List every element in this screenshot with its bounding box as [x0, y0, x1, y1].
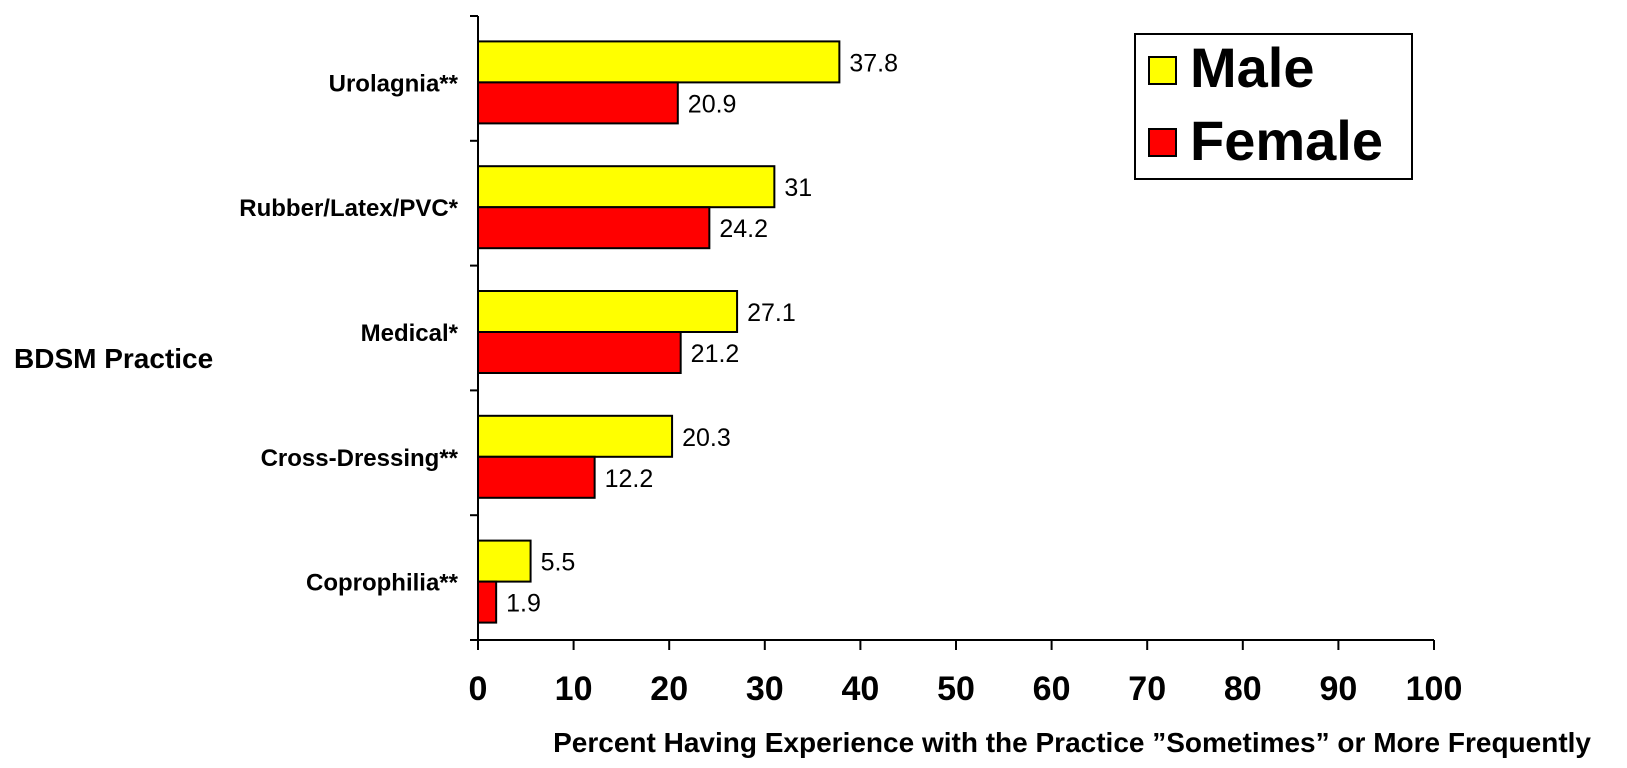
- axes-layer: [470, 15, 1435, 650]
- legend: Male Female: [1134, 33, 1413, 180]
- bars-layer: [477, 40, 841, 624]
- value-label-female: 21.2: [691, 340, 740, 368]
- category-label: Medical*: [361, 320, 459, 347]
- value-label-male: 27.1: [747, 299, 796, 327]
- value-label-male: 20.3: [682, 424, 731, 452]
- value-labels-layer: 37.8 20.9 31 24.2 27.121.2 20.3 12.2 5.51.9: [506, 49, 898, 617]
- bar-male: [477, 414, 674, 458]
- category-label: Rubber/Latex/PVC*: [239, 195, 458, 222]
- y-axis-title: BDSM Practice: [14, 343, 213, 374]
- x-tick-label: 30: [746, 670, 784, 708]
- x-tick-label: 40: [841, 670, 879, 708]
- x-tick-label: 10: [555, 670, 593, 708]
- value-label-male: 5.5: [541, 549, 576, 577]
- x-tick-label: 90: [1319, 670, 1357, 708]
- x-tick-label: 80: [1224, 670, 1262, 708]
- category-label: Coprophilia**: [306, 570, 459, 597]
- legend-swatch-male: [1148, 56, 1177, 85]
- bar-female: [477, 455, 596, 499]
- x-axis-title: Percent Having Experience with the Pract…: [553, 727, 1591, 758]
- legend-swatch-female: [1148, 128, 1177, 157]
- x-tick-label: 70: [1128, 670, 1166, 708]
- value-label-male: 37.8: [849, 49, 898, 77]
- bar-male: [477, 165, 776, 209]
- legend-label-female: Female: [1190, 109, 1383, 172]
- bar-female: [477, 331, 682, 374]
- bar-female: [477, 580, 498, 624]
- legend-box: [1134, 33, 1413, 180]
- bar-female: [477, 81, 679, 125]
- x-tick-label: 60: [1033, 670, 1071, 708]
- tick-labels-layer: 0 10 20 30 40 50 60 70 80 90 100: [469, 670, 1463, 708]
- x-tick-label: 0: [469, 670, 488, 708]
- value-label-female: 20.9: [688, 90, 737, 118]
- x-tick-label: 100: [1406, 670, 1463, 708]
- x-tick-label: 20: [650, 670, 688, 708]
- value-label-female: 12.2: [605, 465, 654, 493]
- bar-male: [477, 40, 841, 84]
- bar-male: [477, 539, 532, 583]
- legend-label-male: Male: [1190, 36, 1315, 99]
- bar-male: [477, 290, 739, 333]
- category-label: Cross-Dressing**: [261, 445, 459, 472]
- bar-female: [477, 206, 711, 250]
- category-label: Urolagnia**: [329, 70, 459, 97]
- x-tick-label: 50: [937, 670, 975, 708]
- category-labels-layer: Urolagnia** Rubber/Latex/PVC* Medical* Cros…: [239, 70, 458, 596]
- value-label-male: 31: [784, 174, 812, 202]
- value-label-female: 1.9: [506, 590, 541, 618]
- value-label-female: 24.2: [719, 215, 768, 243]
